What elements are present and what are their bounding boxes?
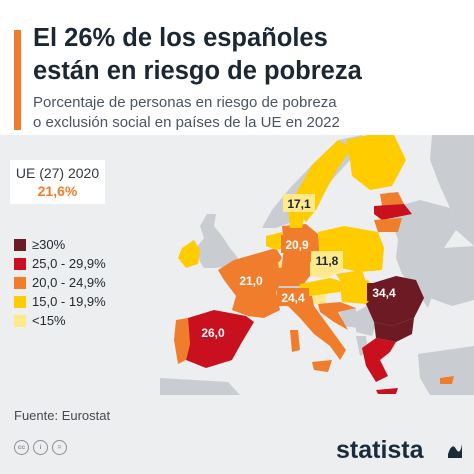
country-morocco: [160, 378, 240, 395]
label-germany: 20,9: [281, 235, 313, 253]
map-legend: ≥30% 25,0 - 29,9% 20,0 - 24,9% 15,0 - 19…: [14, 235, 106, 330]
country-ireland: [178, 240, 200, 268]
label-spain-value: 26,0: [201, 326, 225, 340]
country-uk: [196, 214, 238, 268]
page-subtitle: Porcentaje de personas en riesgo de pobr…: [33, 93, 463, 133]
legend-label: 15,0 - 19,9%: [32, 294, 106, 309]
legend-label: 25,0 - 29,9%: [32, 256, 106, 271]
country-finland: [346, 135, 406, 190]
legend-label: ≥30%: [32, 237, 66, 252]
country-austria: [298, 278, 344, 296]
map-value-labels: 26,0 21,0 20,9 24,4 11,8 17,1: [197, 194, 401, 341]
country-latvia: [374, 204, 412, 220]
europe-map: 26,0 21,0 20,9 24,4 11,8 17,1: [0, 135, 474, 395]
legend-item: <15%: [14, 311, 106, 330]
legend-swatch: [14, 257, 26, 270]
legend-swatch: [14, 238, 26, 251]
legend-swatch: [14, 314, 26, 327]
label-romania: 34,4: [367, 283, 401, 301]
subtitle-line-1: Porcentaje de personas en riesgo de pobr…: [33, 94, 337, 111]
country-crete: [376, 388, 398, 394]
country-estonia: [380, 192, 404, 206]
subtitle-line-2: o exclusión social en países de la UE en…: [33, 114, 340, 131]
page-title: El 26% de los españoles están en riesgo …: [33, 22, 463, 88]
country-lithuania: [374, 218, 402, 232]
label-spain: 26,0: [197, 323, 229, 341]
country-moldova: [420, 284, 432, 308]
label-france: 21,0: [235, 271, 267, 289]
country-slovenia: [312, 294, 326, 304]
title-line-2: están en riesgo de pobreza: [33, 57, 362, 85]
country-portugal: [174, 318, 190, 364]
country-ukraine: [396, 240, 474, 306]
label-germany-value: 20,9: [285, 238, 309, 252]
country-cyprus: [440, 376, 454, 384]
legend-item: 20,0 - 24,9%: [14, 273, 106, 292]
eu-average-label: UE (27) 2020: [15, 165, 100, 181]
label-czechia-value: 11,8: [316, 254, 339, 268]
legend-swatch: [14, 276, 26, 289]
legend-label: <15%: [32, 313, 66, 328]
country-belgium: [262, 248, 282, 264]
footer: cc i = statista: [0, 430, 474, 474]
country-bulgaria: [374, 318, 414, 342]
title-line-1: El 26% de los españoles: [33, 24, 328, 52]
header: El 26% de los españoles están en riesgo …: [0, 0, 474, 135]
country-sicily: [312, 360, 332, 372]
label-denmark-value: 17,1: [287, 197, 311, 211]
country-turkey: [418, 346, 474, 395]
country-netherlands: [266, 232, 284, 250]
statista-logo[interactable]: statista: [336, 436, 424, 464]
by-icon[interactable]: i: [33, 440, 48, 455]
legend-swatch: [14, 295, 26, 308]
country-russia: [430, 135, 474, 246]
nd-icon[interactable]: =: [52, 440, 67, 455]
label-romania-value: 34,4: [372, 286, 396, 300]
legend-item: 15,0 - 19,9%: [14, 292, 106, 311]
legend-label: 20,0 - 24,9%: [32, 275, 106, 290]
legend-item: 25,0 - 29,9%: [14, 254, 106, 273]
eu-average-value: 21,6%: [37, 183, 78, 199]
statista-wave-icon: [448, 444, 462, 458]
source-note: Fuente: Eurostat: [14, 408, 111, 423]
title-accent-bar: [14, 30, 21, 130]
label-italy-value: 24,4: [281, 291, 305, 305]
label-czechia: 11,8: [311, 251, 343, 269]
label-france-value: 21,0: [239, 274, 263, 288]
country-sardinia: [290, 330, 300, 352]
country-italy: [286, 294, 346, 360]
label-italy: 24,4: [277, 288, 309, 306]
cc-icon[interactable]: cc: [14, 440, 29, 455]
label-denmark: 17,1: [283, 194, 315, 212]
country-croatia: [318, 302, 356, 330]
eu-average-box: UE (27) 2020 21,6%: [10, 160, 105, 204]
country-greece: [362, 338, 396, 382]
legend-item: ≥30%: [14, 235, 106, 254]
